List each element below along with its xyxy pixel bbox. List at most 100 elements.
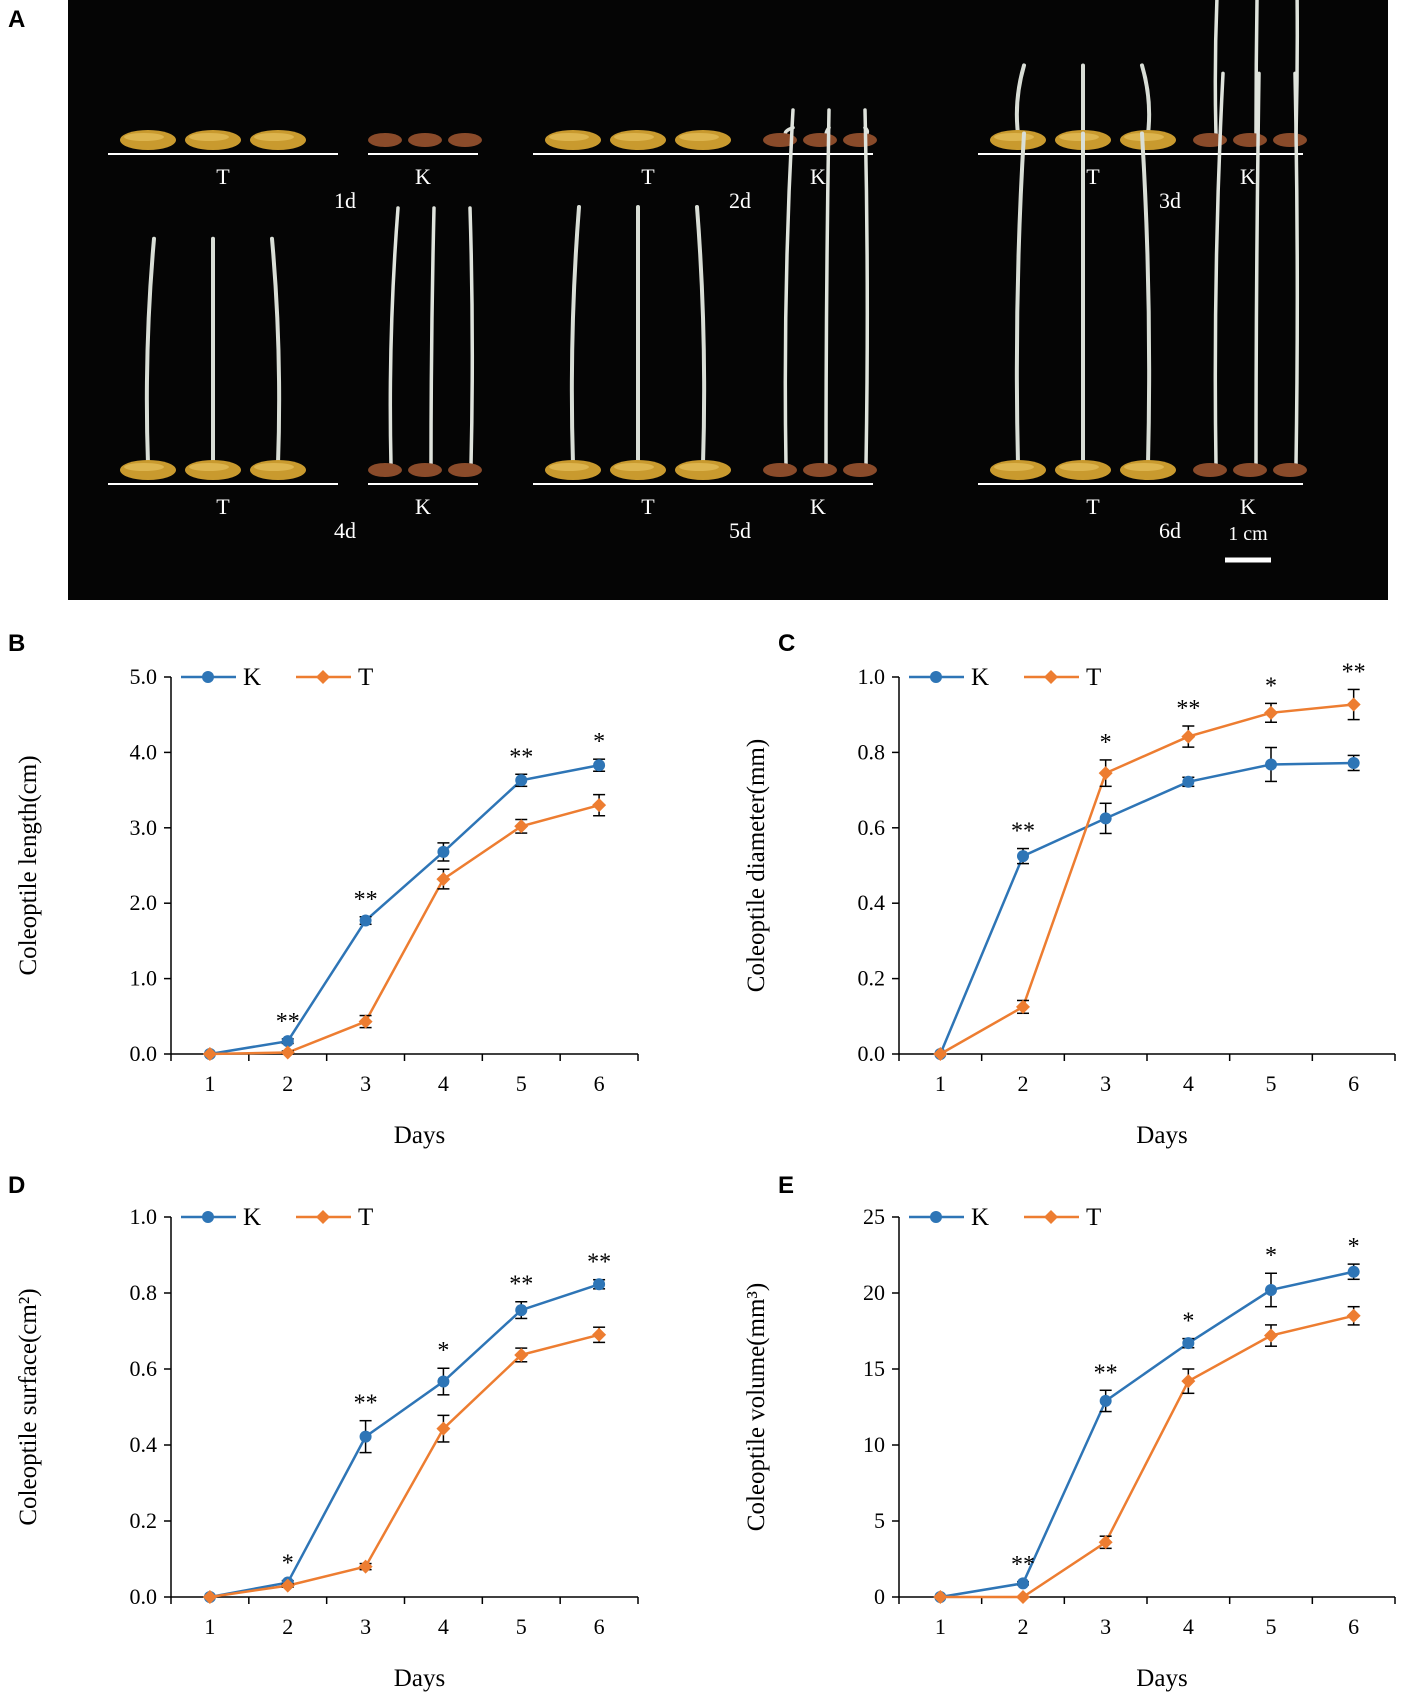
chart-b: 0.0 1.0 2.0 3.0 4.0 5.0 1 2 3 4 5 6 Days Coleoptile l…	[15, 664, 639, 1149]
data-point-t	[933, 1590, 948, 1604]
seed-k	[448, 463, 482, 477]
legend-label-k: K	[971, 1204, 989, 1231]
seed-k	[408, 463, 442, 477]
seed-highlight	[124, 463, 164, 471]
x-tick-label: 2	[282, 1614, 293, 1639]
legend-label-t: T	[358, 1204, 373, 1231]
data-point-k	[934, 1591, 947, 1603]
coleoptile-shoot	[695, 204, 707, 466]
series-line-t	[940, 1314, 1354, 1599]
group-label-k: K	[1240, 164, 1256, 189]
seed-highlight	[614, 133, 654, 141]
coleoptile-shoot	[783, 108, 795, 467]
day-label: 2d	[729, 188, 751, 213]
data-point-t	[592, 798, 607, 813]
x-tick-label: 3	[360, 1071, 371, 1096]
seed-k	[368, 463, 402, 477]
x-tick-label: 6	[1348, 1614, 1359, 1639]
seed-highlight	[254, 463, 294, 471]
significance-mark: *	[1265, 1243, 1277, 1269]
seedling-photograph: T K 1d T K 2d T K 3d T K 4d T K 5d T K 6d 1 cm	[68, 0, 1388, 600]
series-line-k	[939, 761, 1354, 1055]
group-label-k: K	[415, 164, 431, 189]
legend-label-k: K	[243, 664, 261, 691]
significance-mark: *	[1348, 1234, 1360, 1260]
series-line-t	[209, 803, 600, 1056]
significance-mark: **	[1094, 1360, 1118, 1386]
legend-marker-t	[316, 670, 330, 684]
seed-k	[1273, 463, 1307, 477]
y-tick-label: 10	[863, 1432, 885, 1457]
x-tick-label: 1	[204, 1071, 215, 1096]
day-label: 1d	[334, 188, 356, 213]
data-point-t	[1346, 697, 1361, 712]
coleoptile-shoot	[1140, 63, 1152, 136]
seed-k	[763, 463, 797, 477]
x-tick-label: 1	[935, 1071, 946, 1096]
data-point-t	[1016, 1590, 1030, 1604]
series-line-t	[209, 1333, 600, 1599]
seed-highlight	[679, 463, 719, 471]
legend-label-k: K	[243, 1204, 261, 1231]
data-point-k	[593, 1278, 606, 1291]
y-tick-label: 0	[874, 1584, 885, 1609]
x-tick-label: 5	[516, 1614, 527, 1639]
y-tick-label: 25	[863, 1204, 885, 1229]
coleoptile-shoot	[1213, 0, 1219, 137]
data-point-t	[358, 1014, 373, 1029]
seed-highlight	[1059, 133, 1099, 141]
y-tick-label: 0.0	[130, 1041, 158, 1066]
y-tick-label: 0.8	[130, 1280, 158, 1305]
x-tick-label: 4	[1183, 1614, 1194, 1639]
legend-label-t: T	[1086, 664, 1101, 691]
y-tick-label: 2.0	[130, 890, 158, 915]
seed-k	[843, 463, 877, 477]
data-point-t	[280, 1578, 295, 1593]
significance-mark: **	[1342, 659, 1366, 685]
x-axis-label: Days	[1136, 1665, 1187, 1692]
significance-mark: **	[509, 1272, 533, 1298]
x-tick-label: 2	[1018, 1071, 1029, 1096]
seed-k	[1233, 133, 1267, 147]
data-point-k	[203, 1591, 216, 1603]
x-tick-label: 1	[204, 1614, 215, 1639]
data-point-k	[593, 759, 606, 772]
data-point-t	[1264, 1328, 1278, 1343]
coleoptile-shoot	[1213, 71, 1225, 467]
legend-label-t: T	[358, 664, 373, 691]
x-tick-label: 4	[1183, 1071, 1194, 1096]
data-point-t	[202, 1047, 217, 1061]
data-point-k	[281, 1576, 294, 1589]
y-axis-label: Coleoptile length(cm)	[15, 755, 42, 975]
data-point-k	[203, 1048, 216, 1060]
group-label-t: T	[216, 494, 230, 519]
y-tick-label: 1.0	[858, 664, 886, 689]
x-tick-label: 5	[1266, 1614, 1277, 1639]
data-point-k	[1347, 756, 1360, 769]
y-tick-label: 0.6	[858, 815, 886, 840]
y-tick-label: 1.0	[130, 1204, 158, 1229]
y-tick-label: 20	[863, 1280, 885, 1305]
data-point-k	[1347, 1265, 1360, 1278]
panel-label-e: E	[778, 1172, 795, 1199]
chart-c: 0.0 0.2 0.4 0.6 0.8 1.0 1 2 3 4 5 6 Days Coleoptile d…	[743, 659, 1396, 1149]
seed-k	[408, 133, 442, 147]
y-tick-label: 5.0	[130, 664, 158, 689]
legend-label-k: K	[971, 664, 989, 691]
group-label-k: K	[810, 164, 826, 189]
chart-d: 0.0 0.2 0.4 0.6 0.8 1.0 1 2 3 4 5 6 Days Coleoptile s…	[15, 1204, 639, 1692]
seed-highlight	[1124, 463, 1164, 471]
significance-mark: **	[354, 887, 378, 913]
panel-label-c: C	[778, 630, 796, 657]
x-tick-label: 6	[594, 1614, 605, 1639]
significance-mark: **	[276, 1009, 300, 1035]
scale-bar-label: 1 cm	[1228, 523, 1268, 545]
y-tick-label: 0.0	[130, 1584, 158, 1609]
data-point-t	[514, 1347, 529, 1362]
group-label-k: K	[810, 494, 826, 519]
chart-e: 0 5 10 15 20 25 1 2 3 4 5 6 Days Coleoptile volume(mm…	[743, 1204, 1396, 1692]
coleoptile-shoot	[1254, 0, 1259, 137]
legend-marker-t	[1044, 670, 1058, 684]
coleoptile-shoot	[569, 204, 581, 466]
coleoptile-shoot	[1140, 131, 1152, 466]
